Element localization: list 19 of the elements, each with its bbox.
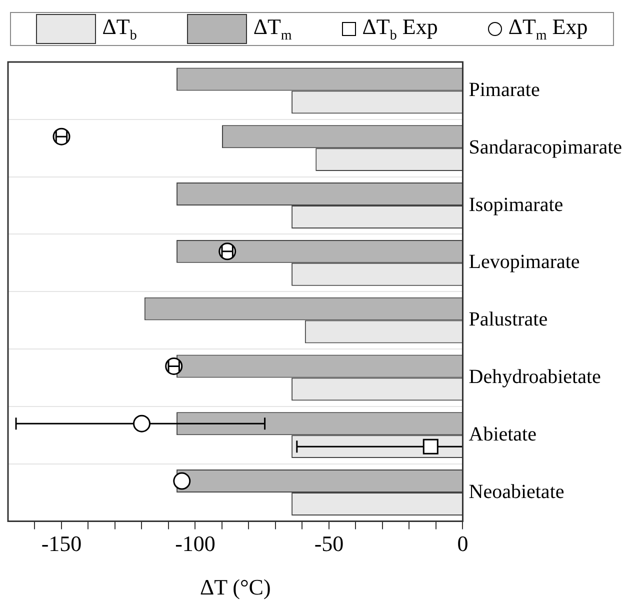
point (218, 242, 236, 260)
y-tick-label: Isopimarate (468, 194, 564, 216)
legend-label: ΔT$_{b}$ Exp (362, 14, 438, 44)
x-tick-label: -100 (175, 531, 216, 556)
x-tick-label: -50 (314, 531, 344, 556)
legend-label: ΔT$_{b}$ (102, 14, 137, 44)
y-tick-label: Dehydroabietate (468, 366, 602, 388)
y-tick-label: Levopimarate (468, 251, 580, 274)
legend-label: ΔT$_{m}$ Exp (508, 14, 588, 44)
y-tick-label: Palustrate (468, 308, 548, 331)
x-tick-label: 0 (457, 531, 468, 556)
point (173, 472, 191, 490)
x-axis-title: ΔT (°C) (200, 574, 271, 600)
y-tick-label: Neoabietate (468, 480, 564, 503)
x-tick-label: -150 (41, 531, 82, 556)
y-tick-label: Abietate (468, 423, 537, 446)
y-tick-label: Pimarate (468, 78, 540, 101)
y-tick-label: Sandaracopimarate (468, 136, 622, 158)
legend-label: ΔT$_{m}$ (253, 14, 292, 44)
